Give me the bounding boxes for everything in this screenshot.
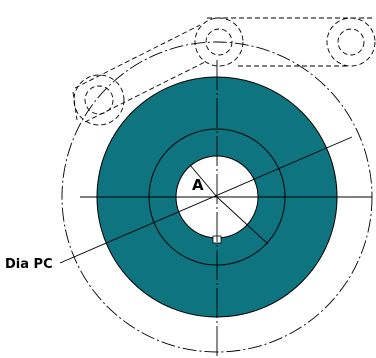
left-idler-inner: [84, 85, 114, 115]
right-idler-outer: [326, 17, 376, 67]
centre-lines: [80, 60, 372, 356]
radius-line-upper: [189, 164, 218, 198]
top-idler-inner: [205, 28, 233, 56]
radius-line-lower: [216, 196, 269, 245]
belt-left-edge: [72, 91, 78, 121]
pitch-circle-label: Dia PC: [5, 257, 53, 272]
left-idler-outer: [73, 74, 125, 126]
pc-diameter-line: [59, 136, 353, 264]
belt-upper-left: [74, 24, 201, 89]
chain-outline: [72, 17, 376, 126]
belt-lower-left: [84, 61, 206, 123]
right-idler-inner: [337, 28, 365, 56]
center-label: A: [192, 176, 204, 194]
